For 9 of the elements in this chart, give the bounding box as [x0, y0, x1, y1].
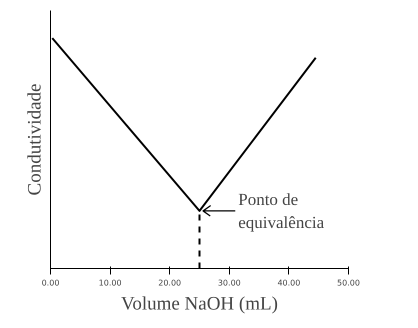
x-tick-label: 20.00	[158, 278, 182, 288]
annotation: Ponto de equivalência	[238, 190, 325, 232]
x-tick-label: 10.00	[98, 278, 122, 288]
x-axis-title: Volume NaOH (mL)	[121, 294, 278, 314]
y-axis-title: Condutividade	[24, 84, 46, 196]
x-tick-label: 0.00	[42, 278, 60, 288]
x-tick-label: 50.00	[337, 278, 360, 288]
x-tick-label: 40.00	[277, 278, 300, 288]
x-tick-label: 30.00	[218, 278, 241, 288]
